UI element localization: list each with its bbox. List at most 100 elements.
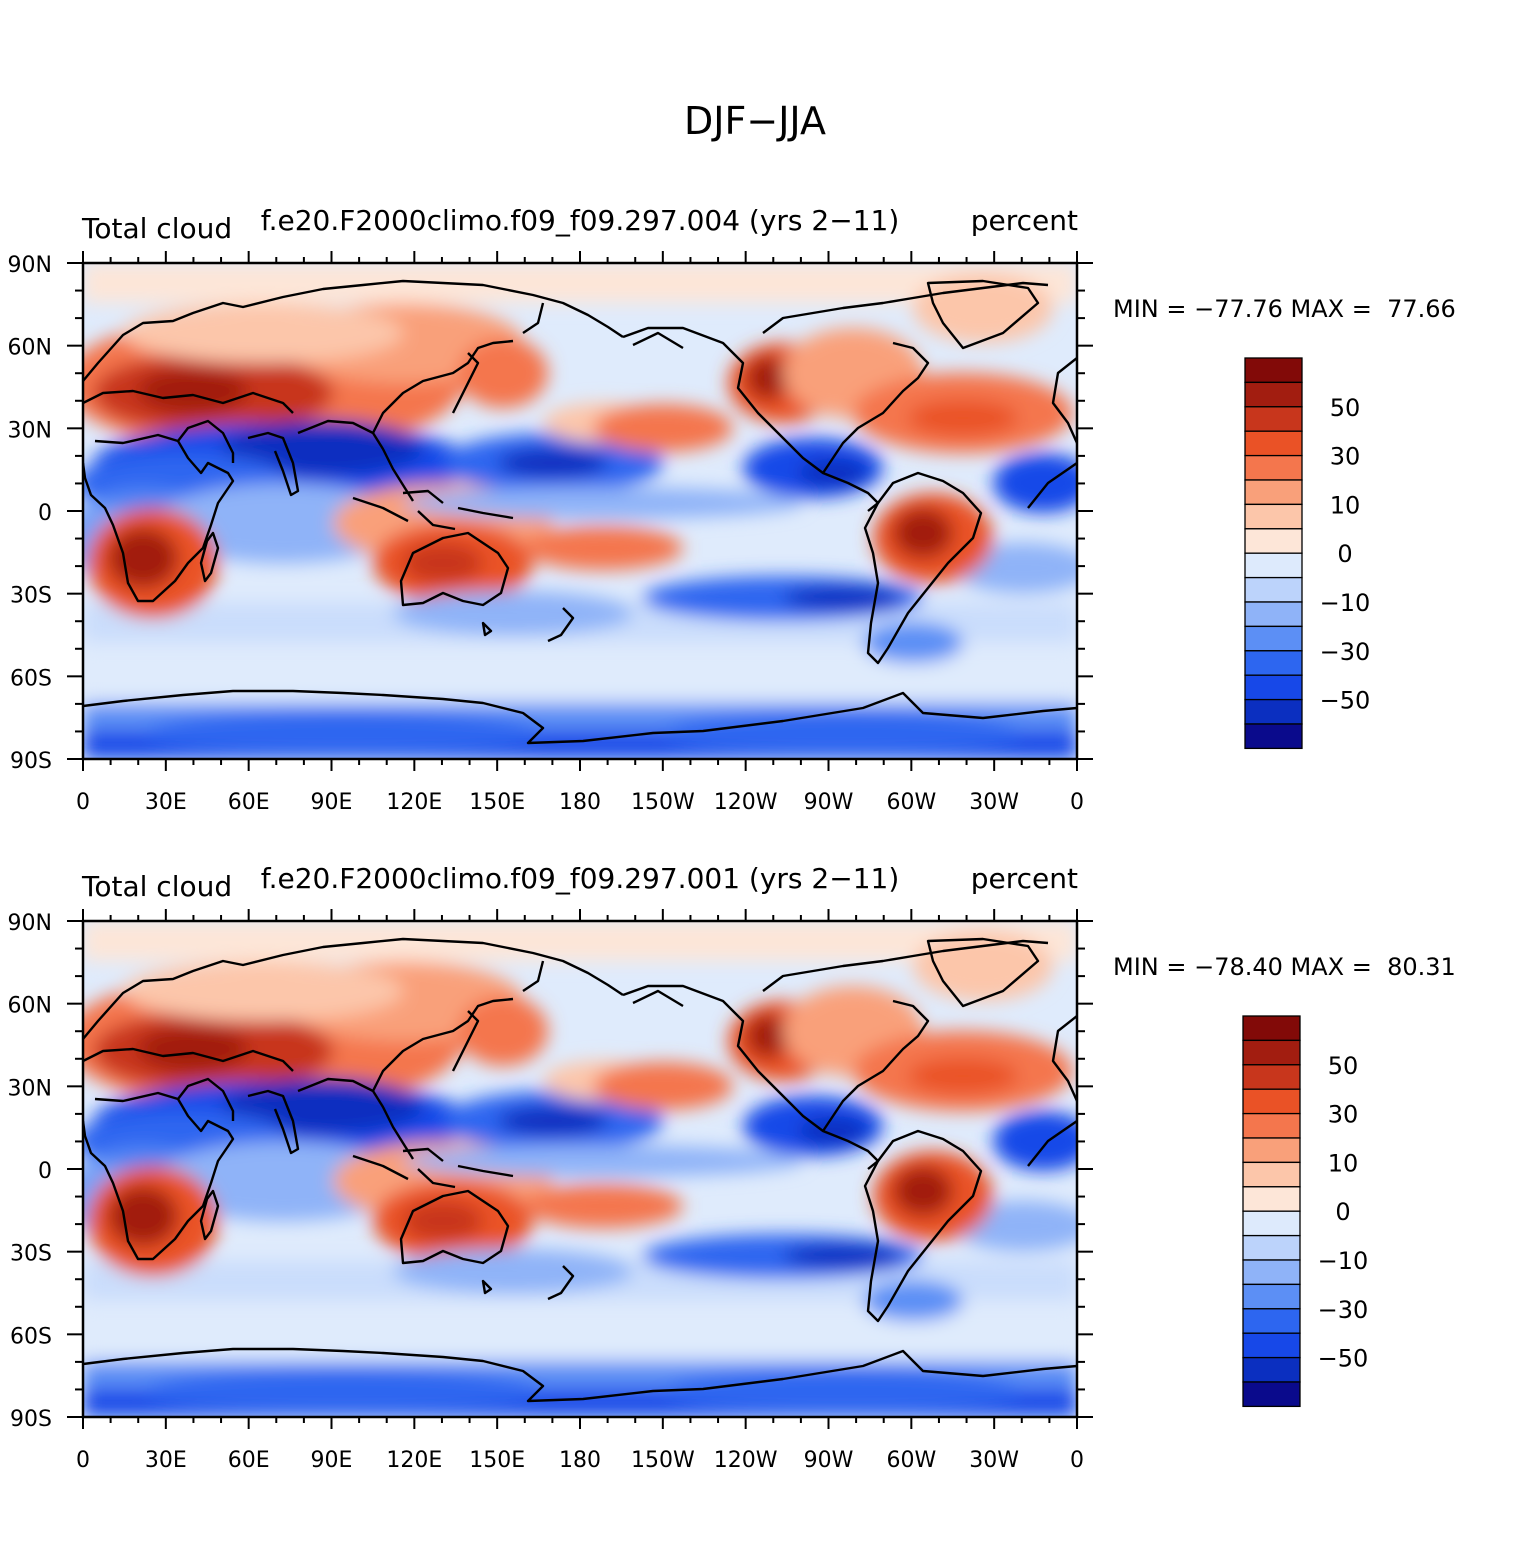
colorbar-box <box>1244 576 1303 603</box>
lat-label: 0 <box>38 501 52 526</box>
colorbar-box <box>1244 503 1303 530</box>
colorbar-label: 30 <box>1328 1101 1359 1129</box>
lon-label: 150W <box>631 790 695 815</box>
lon-label: 90W <box>804 790 854 815</box>
lon-label: 150W <box>631 1448 695 1473</box>
lon-label: 150E <box>469 790 525 815</box>
panel-1-right-title: percent <box>971 204 1078 237</box>
lon-label: 150E <box>469 1448 525 1473</box>
lon-label: 30E <box>145 1448 187 1473</box>
lon-label: 90E <box>311 790 353 815</box>
colorbar-box <box>1244 650 1303 676</box>
colorbar-box <box>1244 601 1303 628</box>
panel-2: Total cloud f.e20.F2000climo.f09_f09.297… <box>8 862 1456 1473</box>
lon-label: 90E <box>311 1448 353 1473</box>
panel-2-map <box>83 921 1077 1417</box>
colorbar-box <box>1242 1381 1301 1408</box>
colorbar-label: 50 <box>1328 1052 1359 1080</box>
panel-1-lon-labels: 0 30E 60E 90E 120E 150E 180 150W 120W 90W 60W 30W 0 <box>76 790 1084 815</box>
lat-label: 30S <box>10 1242 52 1267</box>
lat-label: 90N <box>8 253 52 278</box>
colorbar-box <box>1244 381 1303 408</box>
colorbar-label: 10 <box>1330 491 1361 519</box>
panel-1: Total cloud f.e20.F2000climo.f09_f09.297… <box>8 204 1456 815</box>
lat-label: 30S <box>10 584 52 609</box>
lon-label: 90W <box>804 1448 854 1473</box>
panel-1-center-title: f.e20.F2000climo.f09_f09.297.004 (yrs 2−… <box>261 204 900 237</box>
lon-label: 0 <box>76 790 90 815</box>
panel-2-right-title: percent <box>971 862 1078 895</box>
colorbar-label: 0 <box>1337 540 1352 568</box>
lon-label: 60W <box>886 790 936 815</box>
colorbar-box <box>1242 1186 1301 1212</box>
panel-1-colorbar: 50 30 10 0 −10 −30 −50 <box>1244 357 1371 750</box>
colorbar-box <box>1244 406 1303 432</box>
colorbar-box <box>1242 1112 1301 1139</box>
colorbar-box <box>1242 1210 1301 1237</box>
lon-label: 60E <box>228 1448 270 1473</box>
lat-label: 30N <box>8 1076 52 1101</box>
lon-label: 0 <box>1070 790 1084 815</box>
lat-label: 60N <box>8 336 52 361</box>
panel-1-left-title: Total cloud <box>81 212 232 245</box>
colorbar-box <box>1244 430 1303 457</box>
colorbar-box <box>1242 1161 1301 1188</box>
colorbar-label: −10 <box>1318 1247 1369 1275</box>
lon-label: 30W <box>969 1448 1019 1473</box>
lon-label: 180 <box>559 1448 601 1473</box>
lon-label: 120E <box>386 1448 442 1473</box>
lon-label: 0 <box>76 1448 90 1473</box>
lon-label: 0 <box>1070 1448 1084 1473</box>
colorbar-label: −50 <box>1318 1345 1369 1373</box>
colorbar-label: 0 <box>1335 1198 1350 1226</box>
colorbar-box <box>1244 674 1303 701</box>
colorbar-box <box>1242 1308 1301 1334</box>
lat-label: 0 <box>38 1159 52 1184</box>
lon-label: 180 <box>559 790 601 815</box>
colorbar-box <box>1244 479 1303 506</box>
colorbar-label: −50 <box>1320 687 1371 715</box>
panel-2-stats: MIN = −78.40 MAX = 80.31 <box>1113 953 1456 981</box>
colorbar-box <box>1244 552 1303 579</box>
colorbar-box <box>1242 1234 1301 1261</box>
colorbar-label: 30 <box>1330 443 1361 471</box>
lat-label: 60S <box>10 1324 52 1349</box>
colorbar-box <box>1242 1332 1301 1359</box>
lat-label: 90N <box>8 911 52 936</box>
colorbar-box <box>1244 454 1303 481</box>
panel-1-axis-ticks <box>67 251 1093 771</box>
lon-label: 30W <box>969 790 1019 815</box>
colorbar-label: −30 <box>1320 638 1371 666</box>
colorbar-label: −30 <box>1318 1296 1369 1324</box>
lat-label: 90S <box>10 749 52 774</box>
colorbar-label: 50 <box>1330 394 1361 422</box>
panel-1-lat-labels: 90N 60N 30N 0 30S 60S 90S <box>8 253 52 774</box>
lat-label: 90S <box>10 1407 52 1432</box>
panel-1-stats: MIN = −77.76 MAX = 77.66 <box>1113 295 1456 323</box>
colorbar-box <box>1242 1283 1301 1310</box>
panel-2-axis-ticks <box>67 909 1093 1429</box>
colorbar-box <box>1242 1259 1301 1286</box>
figure-title: DJF−JJA <box>684 99 826 143</box>
lon-label: 60W <box>886 1448 936 1473</box>
panel-1-map <box>83 263 1077 759</box>
colorbar-box <box>1244 625 1303 652</box>
colorbar-box <box>1244 723 1303 750</box>
panel-2-colorbar: 50 30 10 0 −10 −30 −50 <box>1242 1015 1369 1408</box>
panel-2-lat-labels: 90N 60N 30N 0 30S 60S 90S <box>8 911 52 1432</box>
lon-label: 120E <box>386 790 442 815</box>
colorbar-box <box>1242 1039 1301 1066</box>
colorbar-box <box>1242 1356 1301 1383</box>
colorbar-box <box>1242 1137 1301 1164</box>
colorbar-label: 10 <box>1328 1149 1359 1177</box>
colorbar-label: −10 <box>1320 589 1371 617</box>
colorbar-box <box>1244 698 1303 725</box>
colorbar-box <box>1244 357 1303 384</box>
lon-label: 120W <box>714 1448 778 1473</box>
colorbar-box <box>1242 1064 1301 1090</box>
lat-label: 60N <box>8 994 52 1019</box>
lat-label: 30N <box>8 418 52 443</box>
lon-label: 30E <box>145 790 187 815</box>
lon-label: 60E <box>228 790 270 815</box>
